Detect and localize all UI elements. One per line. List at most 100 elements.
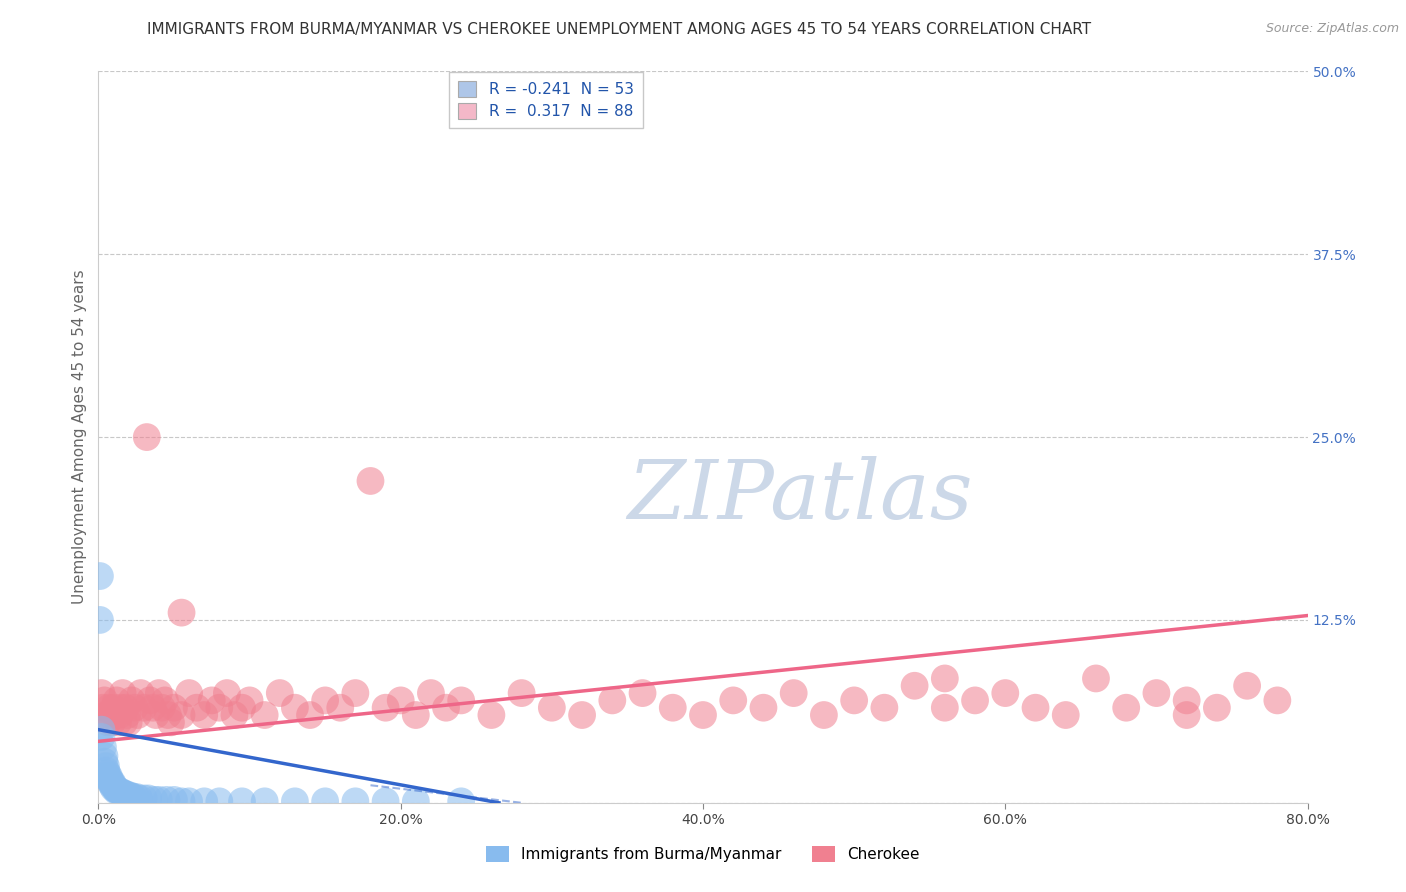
Point [103,778,125,792]
Point [783,686,806,700]
Point [434,700,457,714]
Point [125,789,148,804]
Point [114,700,136,714]
Point [142,700,165,714]
Point [179,686,201,700]
Point [904,679,927,693]
Point [110,786,132,800]
Point [239,693,262,707]
Point [155,793,177,807]
Point [934,700,956,714]
Point [156,708,179,723]
Point [420,686,443,700]
Point [101,715,124,730]
Point [132,700,155,714]
Point [150,700,173,714]
Point [253,708,276,723]
Point [129,686,152,700]
Point [481,708,503,723]
Point [90,723,112,737]
Point [94,764,117,778]
Point [114,787,136,801]
Point [121,789,143,804]
Point [90,686,112,700]
Point [193,708,215,723]
Point [723,693,745,707]
Legend: Immigrants from Burma/Myanmar, Cherokee: Immigrants from Burma/Myanmar, Cherokee [479,840,927,868]
Point [105,784,128,798]
Point [96,715,118,730]
Point [329,700,352,714]
Point [692,708,714,723]
Point [1175,708,1198,723]
Point [120,789,142,803]
Point [163,700,186,714]
Point [450,794,472,808]
Point [112,787,135,801]
Point [91,700,114,714]
Point [1206,700,1229,714]
Point [934,672,956,686]
Text: ZIPatlas: ZIPatlas [627,456,973,535]
Point [103,700,125,714]
Point [170,794,193,808]
Point [90,730,112,744]
Point [89,613,111,627]
Point [128,791,150,805]
Point [127,708,149,723]
Point [389,693,412,707]
Point [231,700,253,714]
Point [344,686,367,700]
Point [284,700,307,714]
Point [602,693,624,707]
Point [208,700,231,714]
Point [253,794,276,808]
Point [571,708,593,723]
Point [118,789,141,803]
Point [752,700,775,714]
Text: Source: ZipAtlas.com: Source: ZipAtlas.com [1265,22,1399,36]
Point [111,786,134,800]
Point [93,755,115,769]
Point [101,778,124,792]
Point [873,700,896,714]
Point [107,784,129,798]
Point [145,708,167,723]
Point [148,793,170,807]
Point [374,794,396,808]
Point [98,700,121,714]
Point [186,700,208,714]
Point [118,715,141,730]
Point [224,708,246,723]
Point [148,686,170,700]
Y-axis label: Unemployment Among Ages 45 to 54 years: Unemployment Among Ages 45 to 54 years [72,269,87,605]
Point [284,794,307,808]
Point [104,781,127,796]
Point [201,693,224,707]
Point [135,430,157,444]
Point [374,700,396,714]
Point [107,715,129,730]
Point [269,686,291,700]
Point [994,686,1017,700]
Point [121,693,143,707]
Point [132,791,155,805]
Point [179,794,201,808]
Point [1267,693,1289,707]
Point [153,693,176,707]
Point [1085,672,1108,686]
Point [540,700,562,714]
Text: IMMIGRANTS FROM BURMA/MYANMAR VS CHEROKEE UNEMPLOYMENT AMONG AGES 45 TO 54 YEARS: IMMIGRANTS FROM BURMA/MYANMAR VS CHEROKE… [146,22,1091,37]
Point [112,715,135,730]
Point [111,686,134,700]
Point [1115,700,1137,714]
Point [124,700,146,714]
Point [314,794,336,808]
Point [108,784,131,798]
Point [170,606,193,620]
Point [96,766,118,780]
Point [344,794,367,808]
Point [100,708,122,723]
Point [143,793,166,807]
Point [96,769,118,783]
